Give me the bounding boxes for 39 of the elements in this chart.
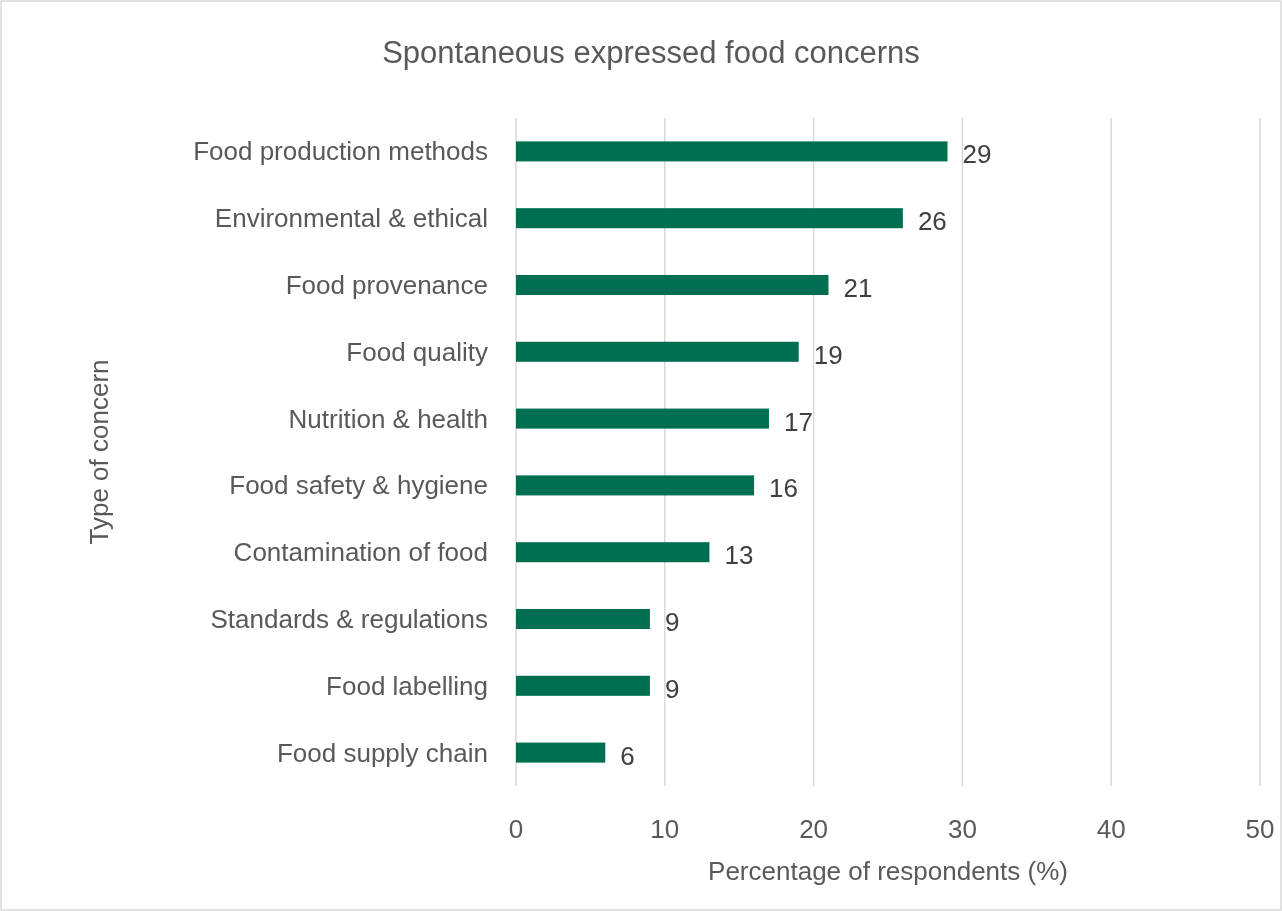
- data-label: 19: [813, 339, 843, 370]
- x-tick-label: 50: [1245, 814, 1275, 844]
- data-label: 21: [843, 273, 873, 303]
- data-label: 9: [664, 673, 680, 704]
- y-tick-label: Food supply chain: [276, 737, 488, 768]
- x-axis-title: Percentage of respondents (%): [708, 856, 1068, 886]
- y-tick-label: Food labelling: [326, 670, 488, 701]
- y-tick-label: Nutrition & health: [288, 403, 488, 434]
- x-tick-label: 20: [799, 814, 829, 844]
- y-tick-label: Food provenance: [285, 270, 488, 300]
- bar: [516, 341, 799, 362]
- data-label: 17: [783, 406, 813, 437]
- data-label: 16: [769, 473, 798, 504]
- data-label: 9: [664, 607, 680, 637]
- y-tick-label: Standards & regulations: [210, 604, 488, 634]
- data-label: 6: [620, 740, 635, 771]
- chart-title: Spontaneous expressed food concerns: [382, 35, 920, 70]
- y-tick-label: Food production methods: [193, 136, 488, 167]
- data-label: 13: [724, 540, 754, 571]
- y-axis-title: Type of concern: [84, 359, 114, 545]
- data-label: 29: [962, 139, 992, 170]
- bar: [516, 274, 829, 296]
- y-tick-label: Food safety & hygiene: [229, 470, 488, 501]
- bar: [516, 608, 650, 630]
- y-tick-label: Food quality: [346, 336, 488, 367]
- data-label: 26: [917, 206, 947, 237]
- bar: [516, 542, 710, 563]
- y-tick-label: Environmental & ethical: [214, 203, 488, 234]
- x-tick-label: 40: [1096, 814, 1126, 844]
- bar: [516, 208, 903, 229]
- x-tick-label: 30: [947, 814, 977, 844]
- y-tick-label: Contamination of food: [233, 537, 488, 568]
- bar: [516, 475, 755, 496]
- x-tick-label: 10: [650, 814, 680, 844]
- bar: [516, 141, 948, 162]
- x-tick-label: 0: [508, 814, 524, 844]
- bar: [516, 408, 769, 429]
- bar: [516, 675, 650, 696]
- bar: [516, 742, 606, 763]
